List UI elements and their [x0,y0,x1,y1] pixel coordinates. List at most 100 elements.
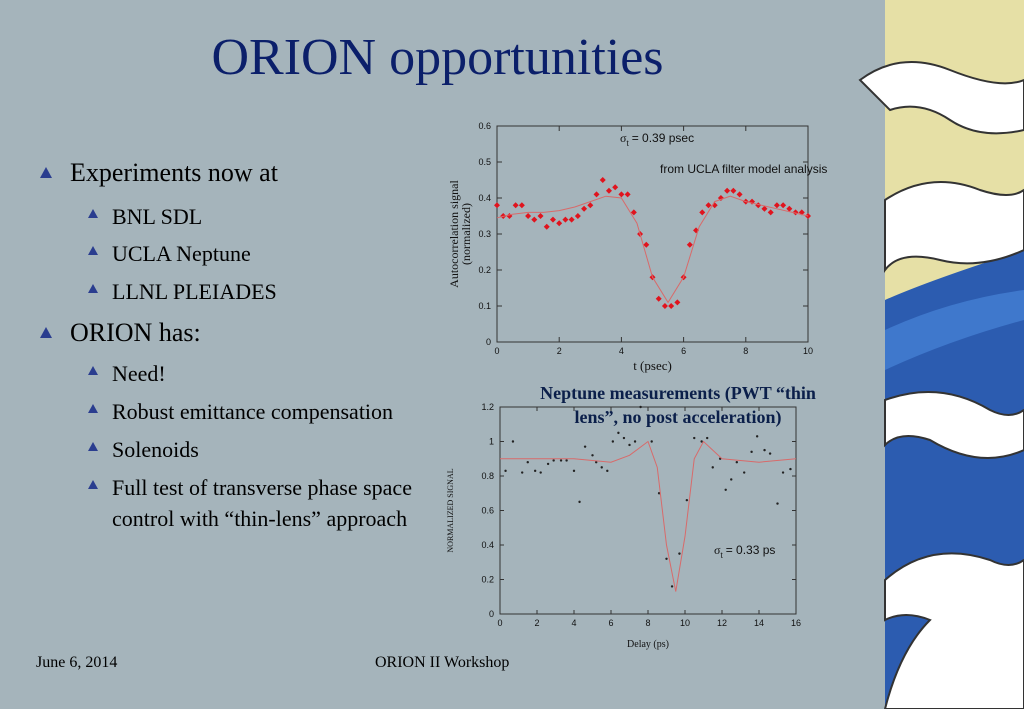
chart-title: Neptune measurements (PWT “thin [540,383,816,404]
sub-bullet: Full test of transverse phase space cont… [88,472,438,534]
data-point [730,187,737,194]
data-point [574,213,581,219]
y-tick-label: 0.1 [478,301,491,311]
x-tick-label: 14 [754,618,764,628]
data-point [699,209,706,216]
data-point [526,461,529,464]
data-point [506,213,513,219]
data-point [543,223,550,230]
data-point [624,191,631,198]
annotation-text: = 0.33 ps [726,543,776,557]
data-point [552,459,555,462]
data-point [661,303,668,309]
data-point [595,461,598,464]
data-point [670,585,674,588]
bullet-text: Experiments now at [70,158,278,187]
plot-frame [499,406,797,615]
sub-bullet: Solenoids [88,434,438,465]
data-point [537,213,544,219]
bullet: Experiments now at [40,158,278,188]
y-tick-label: 0.2 [478,265,491,275]
data-point [593,191,600,198]
bullet: ORION has: [40,318,201,348]
data-point [761,205,768,212]
bullet-marker [88,442,98,451]
data-point [572,469,576,473]
data-point [628,443,631,447]
data-point [539,471,542,474]
data-point [786,205,793,212]
sub-bullet-text: BNL SDL [112,204,203,229]
x-tick-label: 4 [619,346,624,356]
data-point [622,436,626,440]
wave-decoration [858,0,1024,709]
y-tick-label: 0.4 [481,540,494,550]
footer-date: June 6, 2014 [36,654,118,671]
annotation: σt = 0.39 psec [620,131,694,148]
data-point [763,448,766,452]
data-point [546,462,550,466]
data-point [605,187,612,194]
sub-bullet: LLNL PLEIADES [88,276,438,307]
data-point [630,209,637,216]
annotation-text: = 0.39 psec [632,131,694,145]
data-point [789,467,792,471]
data-point [735,461,738,464]
data-point [556,220,563,227]
data-point [618,191,625,198]
data-point [581,205,588,212]
plot-frame [496,125,809,343]
sub-bullet-text: Full test of transverse phase space cont… [112,475,412,531]
data-point [724,488,727,491]
data-point [518,202,525,209]
data-point [494,202,500,209]
data-point [639,405,642,409]
data-point [650,440,653,443]
data-point [611,440,615,443]
data-point [768,452,772,455]
data-point [583,445,587,448]
annotation-symbol: σ [714,543,721,557]
sub-bullet-text: Need! [112,361,166,386]
data-point [736,191,743,198]
y-tick-label: 1.2 [481,402,494,412]
data-point [599,177,606,183]
data-point [562,216,569,223]
data-point [678,552,681,555]
data-point [612,184,619,191]
y-tick-label: 0.6 [481,506,494,516]
annotation: σt = 0.33 ps [714,543,775,560]
data-point [525,213,532,219]
sub-bullet: UCLA Neptune [88,238,438,269]
x-tick-label: 4 [571,618,576,628]
y-tick-label: 0.5 [478,157,491,167]
y-tick-label: 0.2 [481,575,494,585]
sub-bullet: BNL SDL [88,201,438,232]
data-point [600,466,603,469]
data-point [665,557,668,560]
bullet-marker [88,284,98,293]
data-point [512,202,519,209]
annotation: from UCLA filter model analysis [660,162,827,176]
x-tick-label: 6 [681,346,686,356]
y-tick-label: 0 [489,609,494,619]
x-tick-label: 10 [803,346,813,356]
data-point [730,478,733,481]
footer-event: ORION II Workshop [375,654,510,671]
sub-bullet: Robust emittance compensation [88,396,438,427]
bullet-marker [40,327,52,338]
x-tick-label: 0 [494,346,499,356]
x-tick-label: 6 [608,618,613,628]
y-tick-label: 1 [489,437,494,447]
x-axis-label: Delay (ps) [627,639,669,650]
y-axis-label: (normalized) [459,203,473,265]
data-point [776,502,779,505]
data-point [549,216,556,223]
data-point [706,436,709,440]
data-point [504,469,507,473]
data-point [587,202,594,209]
data-point [568,216,575,223]
data-point [617,431,620,435]
